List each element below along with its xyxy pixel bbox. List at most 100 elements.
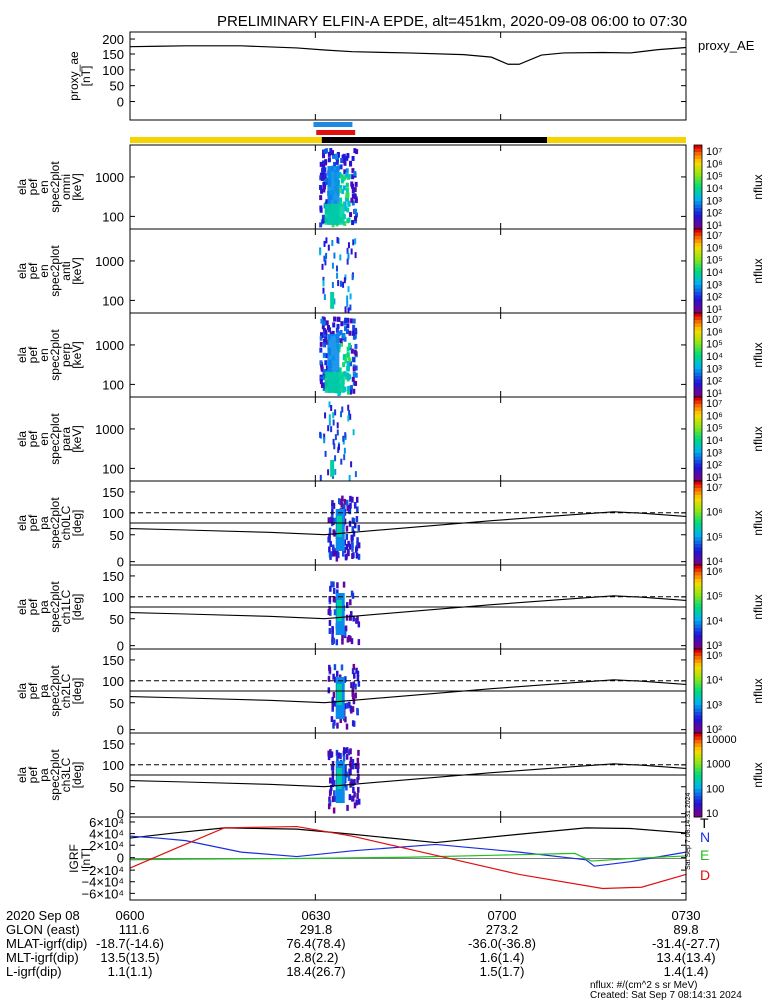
cb-tick-en_perp-0: 10⁷ bbox=[706, 314, 722, 326]
pa-cell bbox=[353, 791, 356, 798]
pa-cell bbox=[340, 501, 343, 508]
spectro-cell bbox=[319, 347, 323, 353]
spectro-cell bbox=[343, 160, 347, 166]
spectro-cell bbox=[346, 218, 350, 224]
pa-cell bbox=[328, 533, 331, 540]
eph-label-4: L-igrf(dip) bbox=[6, 964, 62, 979]
legend-D: D bbox=[700, 867, 710, 883]
pa-cell bbox=[347, 550, 350, 557]
eph-l-2: 1.5(1.7) bbox=[480, 964, 525, 979]
ytick-label-en_para-0: 1000 bbox=[95, 422, 124, 437]
spectro-cell bbox=[345, 168, 349, 174]
colorbar-cell bbox=[694, 376, 702, 380]
spectro-cell bbox=[325, 252, 328, 259]
colorbar-cell bbox=[694, 453, 702, 457]
spectro-cell bbox=[324, 360, 328, 366]
pa-cell bbox=[347, 749, 351, 756]
spectro-cell bbox=[346, 346, 350, 352]
loss-cone-curve bbox=[129, 763, 687, 788]
colorbar-cell bbox=[694, 761, 702, 765]
ytick-label-igrf-5: −4×10⁴ bbox=[82, 875, 124, 890]
pa-cell bbox=[332, 550, 336, 557]
ylabel-en_anti-3: spec2plot bbox=[48, 245, 62, 297]
spectro-cell bbox=[323, 342, 327, 348]
colorbar-cell bbox=[694, 358, 702, 363]
pa-cell bbox=[343, 630, 347, 637]
colorbar-cell bbox=[694, 467, 702, 471]
pa-cell bbox=[349, 763, 353, 770]
pa-cell bbox=[337, 752, 341, 759]
ytick-label-en_omni-1: 100 bbox=[102, 209, 124, 224]
pa-cell bbox=[353, 802, 357, 809]
pa-cell bbox=[348, 768, 351, 775]
colorbar-cell bbox=[694, 813, 702, 818]
spectro-cell bbox=[351, 200, 355, 206]
legend-T: T bbox=[700, 815, 709, 831]
cb-label-en_para: nflux bbox=[751, 426, 765, 451]
spectro-cell bbox=[348, 410, 351, 417]
ylabel-pa_ch2-2: pa bbox=[37, 684, 51, 698]
pa-cell bbox=[333, 517, 336, 524]
pa-cell bbox=[351, 526, 355, 533]
ylabel-en_para-3: spec2plot bbox=[48, 413, 62, 465]
spectro-cell bbox=[348, 342, 352, 348]
cb-label-en_omni: nflux bbox=[751, 174, 765, 199]
colorbar-cell bbox=[694, 274, 702, 279]
pa-cell bbox=[352, 615, 355, 622]
colorbar-cell bbox=[694, 796, 702, 800]
spectro-cell bbox=[354, 380, 358, 386]
panel-igrf: IGRF[nT]6×10⁴4×10⁴2×10⁴0−2×10⁴−4×10⁴−6×1… bbox=[67, 792, 710, 901]
pa-cell bbox=[356, 541, 359, 548]
colorbar-cell bbox=[694, 460, 702, 464]
spectro-cell bbox=[346, 247, 349, 254]
pa-cell bbox=[352, 681, 356, 688]
colorbar-cell bbox=[694, 547, 702, 552]
pa-cell bbox=[344, 625, 348, 632]
pa-cell bbox=[351, 780, 354, 787]
colorbar-cell bbox=[694, 512, 702, 517]
pa-cell bbox=[345, 753, 349, 760]
ytick-label-en_omni-0: 1000 bbox=[95, 170, 124, 185]
colorbar-cell bbox=[694, 432, 702, 436]
ytick-label-pa_ch0-3: 0 bbox=[117, 555, 124, 570]
pa-cell bbox=[352, 698, 356, 705]
cb-tick-en_omni-0: 10⁷ bbox=[706, 146, 722, 158]
colorbar-cell bbox=[694, 323, 702, 328]
pa-cell bbox=[357, 798, 361, 805]
spectro-cell bbox=[354, 365, 358, 371]
ylabel-en_omni-4: omni bbox=[59, 174, 73, 200]
colorbar-cell bbox=[694, 208, 702, 212]
spectro-cell bbox=[336, 272, 339, 279]
spectro-cell bbox=[347, 173, 351, 179]
colorbar-cell bbox=[694, 190, 702, 195]
pa-core-inner bbox=[336, 684, 342, 705]
spectro-cell bbox=[322, 280, 325, 287]
ytick-label-pa_ch3-0: 150 bbox=[102, 737, 124, 752]
spectro-cell bbox=[332, 438, 335, 445]
colorbar-cell bbox=[694, 162, 702, 167]
colorbar-cell bbox=[694, 341, 702, 345]
colorbar-cell bbox=[694, 740, 702, 744]
spectro-cell bbox=[336, 316, 340, 322]
series-proxy-ae-line bbox=[129, 45, 687, 65]
pa-cell bbox=[346, 636, 350, 643]
spectro-cell bbox=[350, 248, 353, 255]
spectro-cell bbox=[354, 181, 358, 187]
colorbar-cell bbox=[694, 568, 702, 573]
ylabel-en_para-1: pef bbox=[26, 430, 40, 447]
pa-cell bbox=[327, 609, 331, 616]
colorbar-cell bbox=[694, 481, 702, 485]
pa-cell bbox=[343, 747, 346, 754]
spectro-cell bbox=[324, 176, 328, 182]
pa-cell bbox=[349, 502, 352, 509]
spectro-cell bbox=[339, 341, 343, 347]
pa-cell bbox=[345, 747, 349, 754]
spectro-cell bbox=[352, 388, 356, 394]
colorbar-cell bbox=[694, 712, 702, 716]
pa-cell bbox=[330, 751, 334, 758]
cb-tick-pa_ch1-1: 10⁵ bbox=[706, 591, 723, 603]
colorbar-cell bbox=[694, 344, 702, 349]
spectro-cell bbox=[352, 371, 356, 377]
cb-tick-en_perp-5: 10² bbox=[706, 376, 722, 388]
